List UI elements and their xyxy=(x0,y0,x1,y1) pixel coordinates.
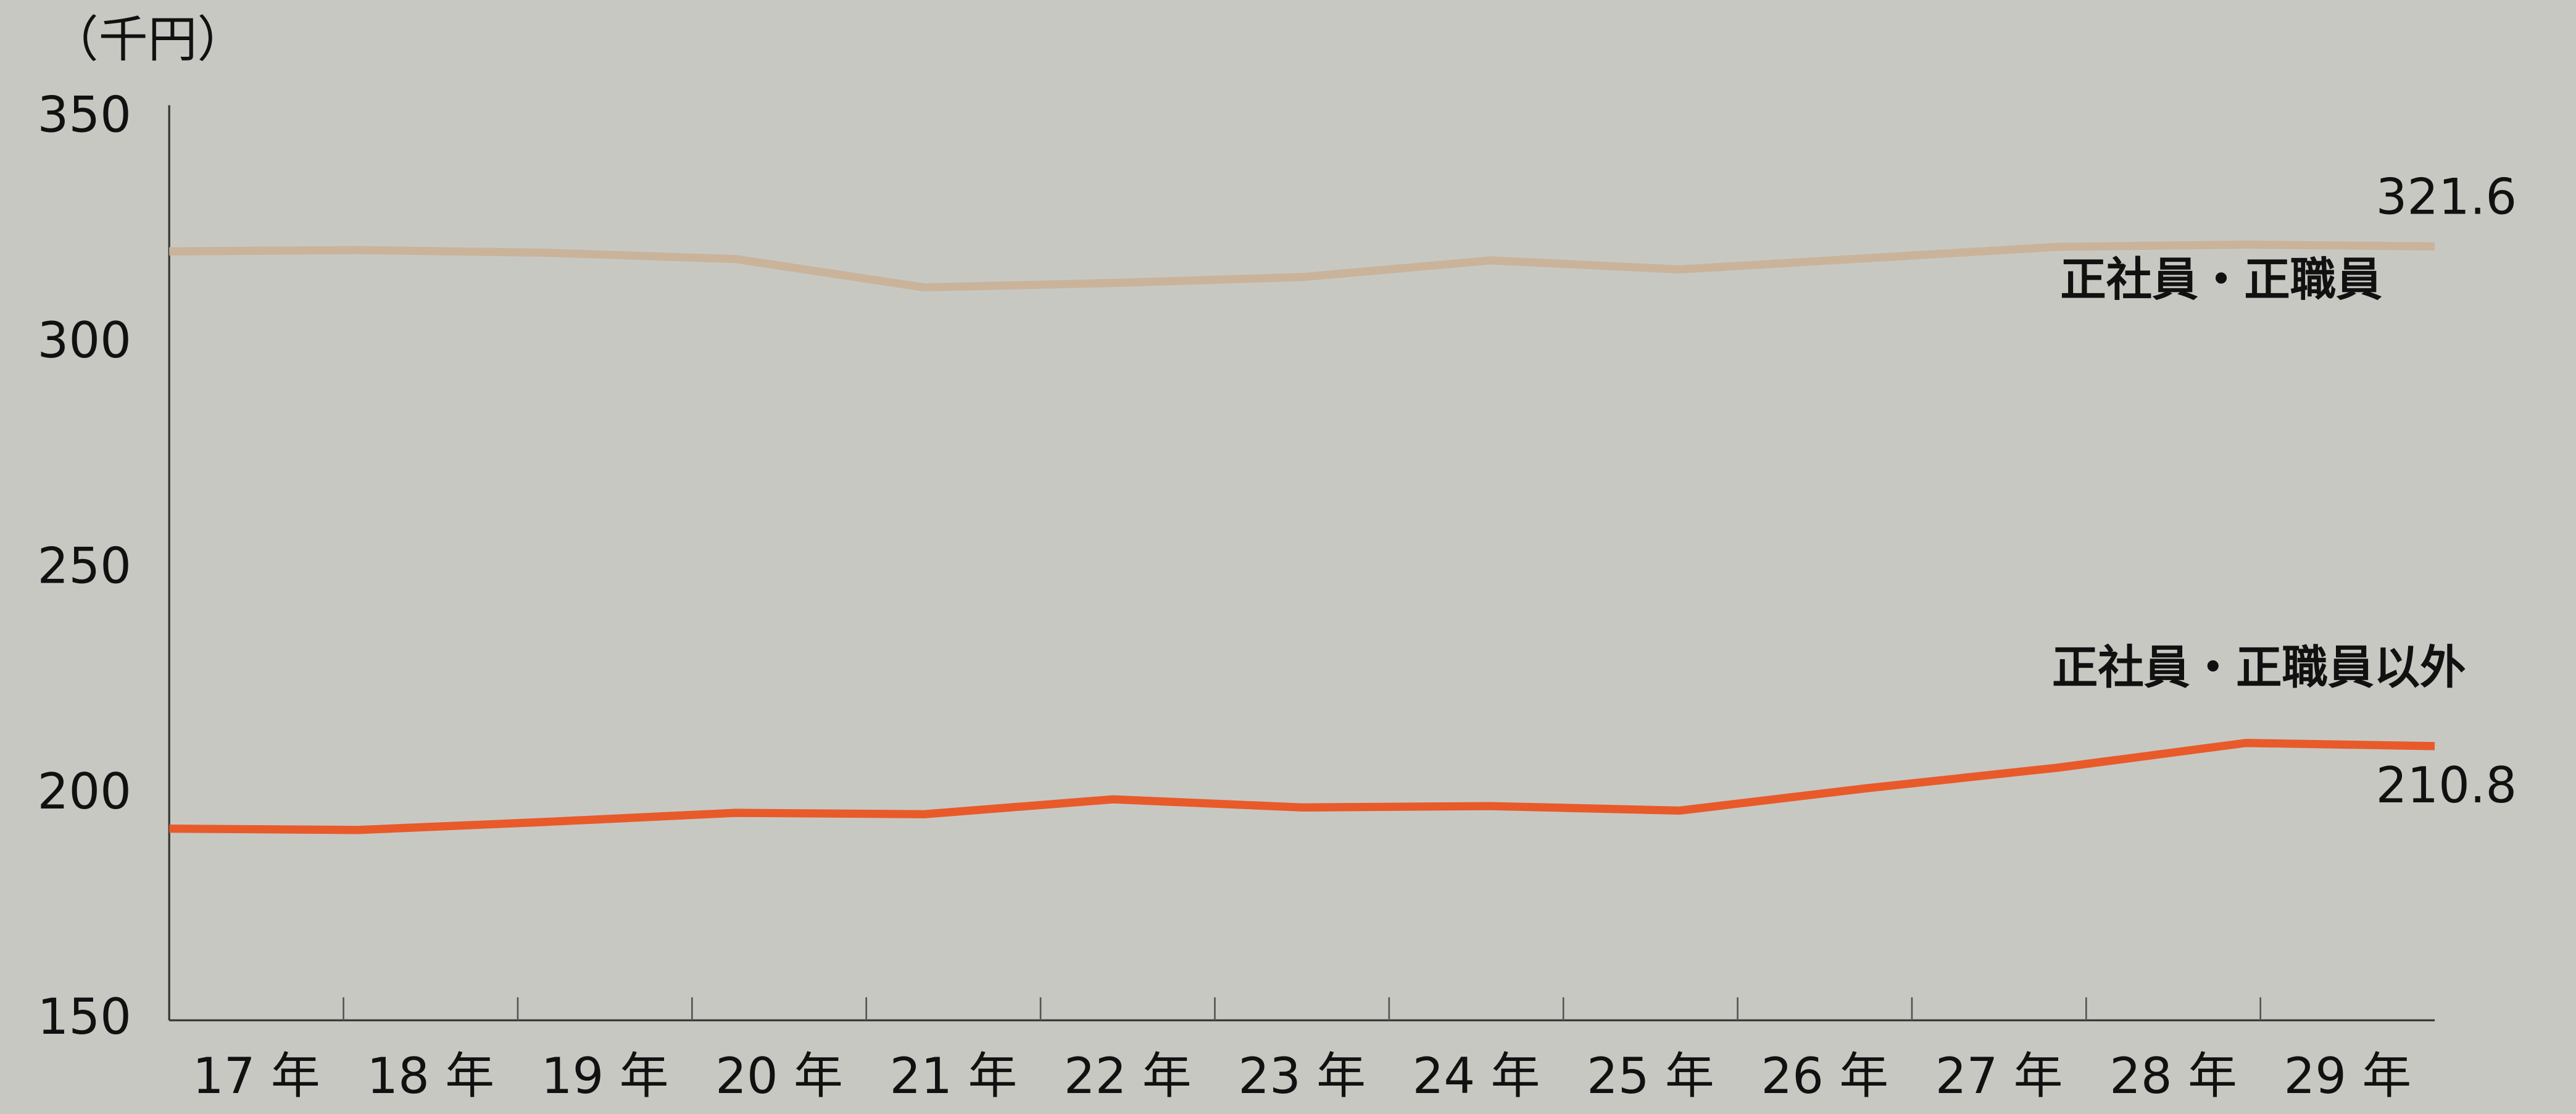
series-label: 正社員・正職員以外 xyxy=(2052,641,2466,694)
x-tick-label: 23 年 xyxy=(1238,1047,1366,1105)
x-tick-label: 17 年 xyxy=(193,1047,320,1105)
x-tick-label: 28 年 xyxy=(2109,1047,2237,1105)
unit-label: （千円） xyxy=(49,10,246,68)
series-label: 正社員・正職員 xyxy=(2060,252,2382,306)
series-line xyxy=(169,739,2435,834)
y-tick-label: 350 xyxy=(38,86,131,144)
x-tick-label: 26 年 xyxy=(1761,1047,1888,1105)
x-tick-label: 22 年 xyxy=(1064,1047,1192,1105)
x-tick-label: 21 年 xyxy=(889,1047,1017,1105)
x-tick-label: 24 年 xyxy=(1413,1047,1540,1105)
value-label: 321.6 xyxy=(2376,168,2517,226)
x-tick-label: 19 年 xyxy=(541,1047,669,1105)
y-tick-label: 150 xyxy=(38,988,131,1045)
y-tick-label: 250 xyxy=(38,537,131,594)
series-line xyxy=(169,240,2435,292)
y-tick-label: 200 xyxy=(38,763,131,820)
x-tick-label: 25 年 xyxy=(1587,1047,1714,1105)
value-label: 210.8 xyxy=(2376,757,2517,814)
x-tick-label: 20 年 xyxy=(715,1047,843,1105)
x-tick-label: 29 年 xyxy=(2283,1047,2411,1105)
y-tick-label: 300 xyxy=(38,312,131,369)
x-tick-label: 18 年 xyxy=(367,1047,494,1105)
x-tick-label: 27 年 xyxy=(1935,1047,2063,1105)
